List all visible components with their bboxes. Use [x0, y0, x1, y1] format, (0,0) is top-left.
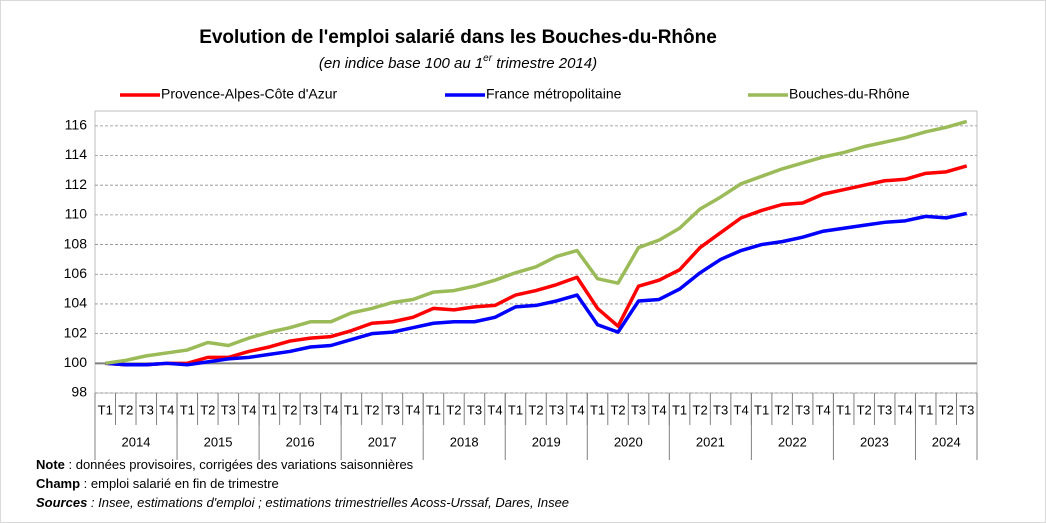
y-tick-label: 114	[65, 146, 88, 162]
group-label: 2017	[368, 434, 397, 449]
subtitle-part: (en indice base 100 au 1	[319, 55, 483, 72]
note-label: Sources	[36, 495, 87, 510]
note-text: : données provisoires, corrigées des var…	[65, 457, 414, 472]
x-tick-label: T4	[487, 402, 502, 417]
chart-subtitle: (en indice base 100 au 1er trimestre 201…	[319, 53, 597, 72]
y-tick-label: 106	[64, 265, 88, 281]
legend-label: Bouches-du-Rhône	[789, 86, 910, 102]
x-tick-label: T1	[426, 402, 441, 417]
x-tick-label: T3	[549, 402, 564, 417]
x-tick-label: T2	[118, 402, 133, 417]
group-label: 2023	[860, 434, 889, 449]
x-tick-label: T2	[528, 402, 543, 417]
y-tick-label: 108	[64, 235, 88, 251]
y-tick-label: 112	[65, 176, 88, 192]
subtitle-part: trimestre 2014)	[492, 55, 597, 72]
x-tick-label: T4	[405, 402, 420, 417]
subtitle-sup: er	[483, 53, 493, 64]
x-tick-label: T1	[344, 402, 359, 417]
x-tick-label: T4	[651, 402, 666, 417]
group-label: 2016	[286, 434, 315, 449]
x-tick-label: T2	[693, 402, 708, 417]
x-tick-label: T3	[221, 402, 236, 417]
legend-label: Provence-Alpes-Côte d'Azur	[161, 86, 338, 102]
x-tick-label: T1	[590, 402, 605, 417]
x-tick-label: T4	[241, 402, 256, 417]
x-tick-label: T3	[303, 402, 318, 417]
x-tick-label: T4	[323, 402, 338, 417]
group-label: 2021	[696, 434, 725, 449]
x-tick-label: T1	[836, 402, 851, 417]
x-tick-label: T1	[262, 402, 277, 417]
group-label: 2022	[778, 434, 807, 449]
x-tick-label: T4	[569, 402, 584, 417]
note-text: : emploi salarié en fin de trimestre	[80, 476, 279, 491]
y-tick-label: 104	[64, 295, 88, 311]
x-tick-label: T1	[508, 402, 523, 417]
note-text: : Insee, estimations d'emploi ; estimati…	[87, 495, 569, 510]
x-tick-label: T4	[816, 402, 831, 417]
group-label: 2020	[614, 434, 643, 449]
x-tick-label: T3	[467, 402, 482, 417]
x-tick-label: T2	[282, 402, 297, 417]
series-line	[105, 119, 968, 366]
y-tick-label: 116	[65, 117, 88, 133]
x-tick-label: T4	[898, 402, 913, 417]
note: Note : données provisoires, corrigées de…	[36, 457, 414, 472]
x-tick-label: T3	[139, 402, 154, 417]
x-tick-label: T3	[795, 402, 810, 417]
x-tick-label: T4	[159, 402, 174, 417]
group-label: 2015	[204, 434, 233, 449]
x-tick-label: T1	[918, 402, 933, 417]
series-line	[105, 211, 968, 367]
x-tick-label: T2	[857, 402, 872, 417]
x-tick-label: T1	[672, 402, 687, 417]
x-tick-label: T2	[610, 402, 625, 417]
note-label: Champ	[36, 476, 80, 491]
chart-title: Evolution de l'emploi salarié dans les B…	[199, 27, 717, 48]
note: Sources : Insee, estimations d'emploi ; …	[36, 495, 569, 510]
x-tick-label: T3	[877, 402, 892, 417]
x-tick-label: T1	[98, 402, 113, 417]
x-tick-label: T3	[713, 402, 728, 417]
x-tick-label: T2	[200, 402, 215, 417]
legend-label: France métropolitaine	[486, 86, 622, 102]
x-tick-label: T3	[385, 402, 400, 417]
x-tick-label: T2	[446, 402, 461, 417]
group-label: 2018	[450, 434, 479, 449]
x-tick-label: T4	[734, 402, 749, 417]
note: Champ : emploi salarié en fin de trimest…	[36, 476, 279, 491]
group-label: 2024	[932, 434, 961, 449]
x-tick-label: T2	[364, 402, 379, 417]
x-tick-label: T1	[180, 402, 195, 417]
y-tick-label: 100	[64, 354, 88, 370]
group-label: 2014	[122, 434, 151, 449]
x-tick-label: T2	[775, 402, 790, 417]
note-label: Note	[36, 457, 65, 472]
group-label: 2019	[532, 434, 561, 449]
y-tick-label: 102	[64, 324, 88, 340]
y-tick-label: 110	[65, 206, 88, 222]
x-tick-label: T3	[631, 402, 646, 417]
y-tick-label: 98	[71, 384, 87, 400]
x-tick-label: T3	[959, 402, 974, 417]
x-tick-label: T1	[754, 402, 769, 417]
series-line	[105, 164, 968, 367]
x-tick-label: T2	[939, 402, 954, 417]
